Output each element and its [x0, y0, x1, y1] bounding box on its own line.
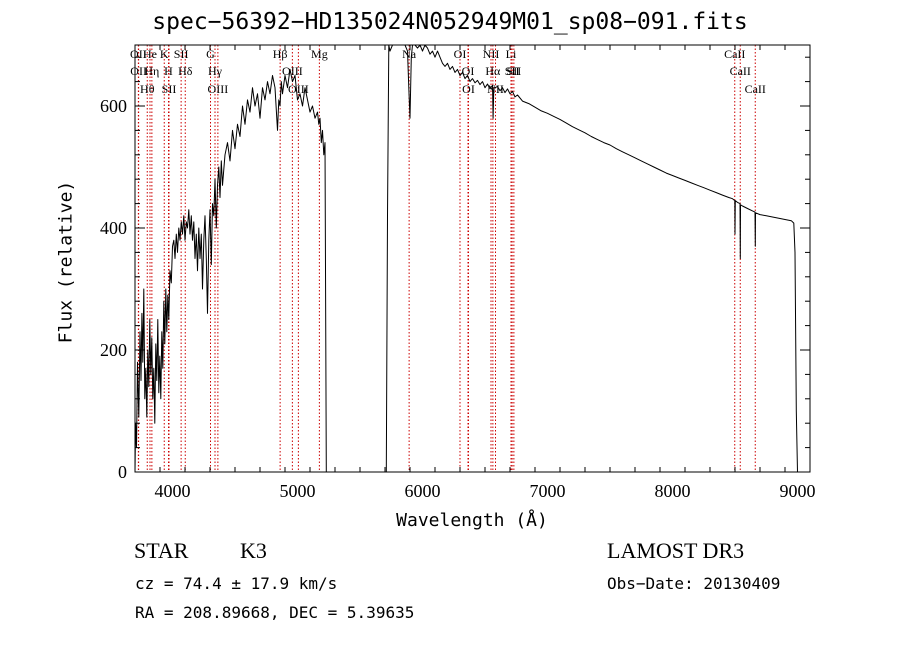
y-tick-label-600: 600	[100, 96, 127, 116]
class-label: STAR	[134, 538, 189, 563]
line-label-14: OIII	[282, 64, 303, 78]
axes-group	[134, 44, 811, 473]
line-label-21: Hα	[485, 64, 501, 78]
line-label-10: OIII	[208, 82, 229, 96]
ticks-group: 4000 5000 6000 7000 8000 9000 0 200 400 600	[100, 45, 816, 501]
line-label-23: NII	[487, 82, 504, 96]
line-label-9: SII	[174, 47, 189, 61]
line-label-5: K	[160, 47, 169, 61]
line-labels-group: OIIOIIHθHeHηKHSIISIIHδGHγOIIIHβOIIIOIIIM…	[130, 47, 766, 96]
line-label-0: Hθ	[140, 82, 155, 96]
line-label-2: OII	[130, 64, 147, 78]
x-tick-label-9000: 9000	[780, 481, 816, 501]
line-label-6: SII	[162, 82, 177, 96]
x-axis-label: Wavelength (Å)	[396, 510, 548, 531]
line-label-11: Hγ	[208, 64, 223, 78]
x-tick-label-8000: 8000	[655, 481, 691, 501]
chart-title: spec−56392−HD135024N052949M01_sp08−091.f…	[152, 9, 748, 35]
survey-label: LAMOST DR3	[607, 538, 745, 563]
line-label-8: Hδ	[178, 64, 193, 78]
x-tick-label-5000: 5000	[280, 481, 316, 501]
line-label-3: He	[143, 47, 157, 61]
y-tick-label-400: 400	[100, 218, 127, 238]
y-axis-label: Flux (relative)	[55, 180, 77, 344]
obs-date-text: Obs−Date: 20130409	[607, 574, 781, 593]
x-tick-label-7000: 7000	[530, 481, 566, 501]
y-tick-label-0: 0	[118, 462, 127, 482]
line-label-4: Hη	[144, 64, 159, 78]
plot-frame	[134, 44, 811, 473]
line-label-28: CaII	[730, 64, 751, 78]
line-markers-group	[137, 45, 756, 472]
line-label-12: G	[206, 47, 215, 61]
series-group	[134, 44, 798, 473]
line-label-18: OI	[454, 47, 467, 61]
line-label-17: Na	[402, 47, 417, 61]
ra-dec-text: RA = 208.89668, DEC = 5.39635	[135, 603, 415, 622]
y-tick-label-200: 200	[100, 340, 127, 360]
line-label-24: SII	[505, 64, 520, 78]
line-label-1: OII	[130, 47, 147, 61]
x-tick-label-6000: 6000	[405, 481, 441, 501]
line-label-22: NII	[483, 47, 500, 61]
line-label-15: OIII	[288, 82, 309, 96]
line-label-7: H	[164, 64, 173, 78]
line-label-27: CaII	[724, 47, 745, 61]
line-label-13: Hβ	[273, 47, 288, 61]
line-label-19: OI	[462, 64, 475, 78]
subclass-label: K3	[240, 538, 267, 563]
x-tick-label-4000: 4000	[155, 481, 191, 501]
line-label-20: OI	[462, 82, 475, 96]
line-label-25: SII	[507, 64, 522, 78]
series-line-0	[134, 44, 798, 473]
line-label-16: Mg	[311, 47, 328, 61]
redshift-text: cz = 74.4 ± 17.9 km/s	[135, 574, 338, 593]
line-label-29: CaII	[745, 82, 766, 96]
line-label-26: Li	[506, 47, 517, 61]
